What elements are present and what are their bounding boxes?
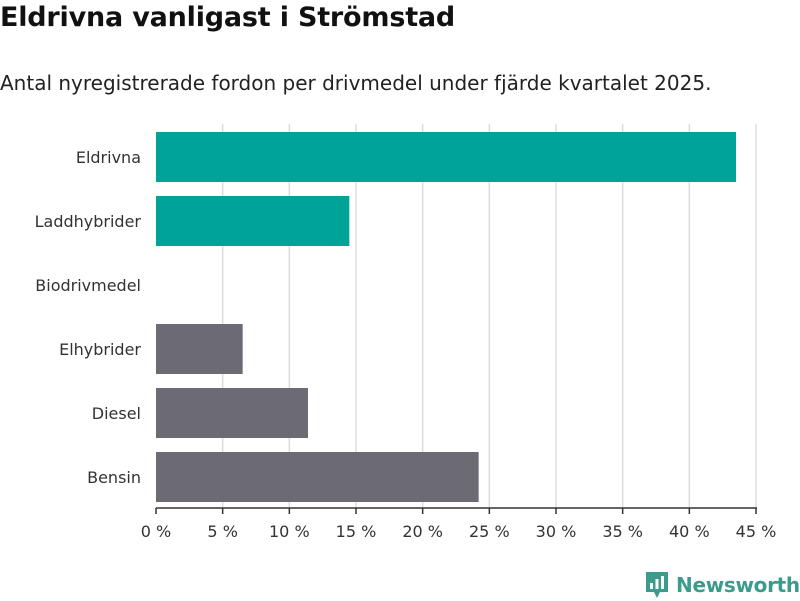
bar-chart: 0 % 5 % 10 % 15 % 20 % 25 % 30 % 35 % 40 % 45 % E… xyxy=(35,124,777,541)
category-label: Eldrivna xyxy=(76,148,141,167)
x-tick-label: 0 % xyxy=(141,522,171,541)
x-tick-label: 15 % xyxy=(336,522,377,541)
category-label: Laddhybrider xyxy=(35,212,142,231)
x-tick-label: 20 % xyxy=(402,522,443,541)
bar-laddhybrider xyxy=(156,196,350,246)
chart-title: Eldrivna vanligast i Strömstad xyxy=(0,2,456,33)
brand-name: Newsworthy xyxy=(676,573,800,597)
x-tick-label: 45 % xyxy=(736,522,777,541)
category-label: Elhybrider xyxy=(59,340,141,359)
bar-eldrivna xyxy=(156,132,736,182)
x-tick-label: 25 % xyxy=(469,522,510,541)
x-tick-label: 10 % xyxy=(269,522,310,541)
category-label: Bensin xyxy=(87,468,141,487)
x-tick-label: 5 % xyxy=(207,522,237,541)
chart-subtitle: Antal nyregistrerade fordon per drivmede… xyxy=(0,71,712,95)
x-tick-label: 40 % xyxy=(669,522,710,541)
newsworthy-logo-icon xyxy=(646,572,668,598)
bar-diesel xyxy=(156,388,308,438)
brand-logo: Newsworthy xyxy=(644,569,800,601)
bar-bensin xyxy=(156,452,479,502)
category-labels: Eldrivna Laddhybrider Biodrivmedel Elhybrid… xyxy=(35,148,142,487)
bar-elhybrider xyxy=(156,324,243,374)
grid-lines xyxy=(221,124,757,508)
category-label: Diesel xyxy=(92,404,141,423)
x-tick-label: 30 % xyxy=(536,522,577,541)
axes: 0 % 5 % 10 % 15 % 20 % 25 % 30 % 35 % 40 % 45 % xyxy=(141,507,777,541)
category-label: Biodrivmedel xyxy=(35,276,141,295)
bars xyxy=(156,132,736,502)
x-tick-label: 35 % xyxy=(602,522,643,541)
